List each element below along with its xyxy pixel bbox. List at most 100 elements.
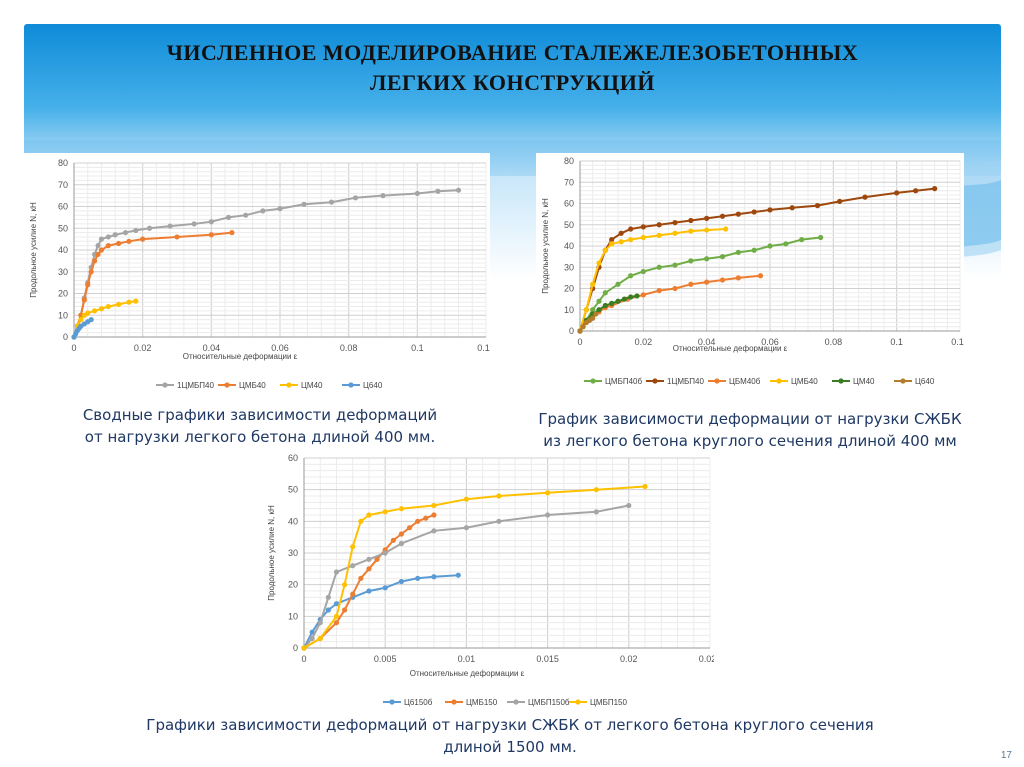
chart2-series-4-point: [704, 227, 710, 233]
chart2-legend-marker-5: [838, 378, 844, 384]
chart3-series-4-point: [350, 544, 356, 550]
chart1-series-3-point: [98, 306, 105, 312]
chart3-series-4-point: [593, 487, 599, 493]
chart3-series-4-point: [382, 509, 388, 515]
chart2-series-4-point: [590, 281, 596, 287]
chart2-series-5-point: [596, 307, 602, 313]
chart2-series-1-point: [688, 258, 694, 264]
chart3-x-tick-label: 0: [301, 654, 306, 664]
chart3-x-tick-label: 0.025: [699, 654, 714, 664]
chart1-x-tick-label: 0.02: [134, 343, 152, 353]
chart2-series-2-point: [628, 226, 634, 232]
chart3-y-axis-label: Продольное усилие N, кН: [267, 505, 276, 601]
chart3-series-3-point: [325, 594, 331, 600]
chart3-series-4-point: [463, 496, 469, 502]
chart-sjbk-1500mm: 0 0.005 0.01 0.015 0.02 0.025 0 10 20 30 40 50 60 Отн…: [262, 450, 721, 712]
chart1-series-1-point: [435, 188, 441, 194]
chart2-series-3-point: [757, 273, 764, 279]
chart3-series-2-point: [431, 512, 437, 518]
chart-sjbk-400mm-plot: 0 0.02 0.04 0.06 0.08 0.1 0.12 0 10 20 30 40 50 60 70 8…: [541, 156, 969, 386]
chart3-y-tick-label: 20: [288, 580, 298, 590]
chart1-x-axis-label: Относительные деформации ε: [183, 352, 298, 361]
chart1-series-3-point: [85, 310, 91, 316]
chart3-series-4-point: [317, 635, 323, 642]
chart2-legend-marker-1: [590, 378, 596, 384]
chart3-series-1-point: [333, 601, 340, 607]
chart1-series-2-point: [105, 243, 111, 249]
chart3-series-line-4: [303, 485, 646, 649]
title-line-2: ЛЕГКИХ КОНСТРУКЦИЙ: [369, 70, 656, 95]
chart1-x-tick-label: 0.12: [477, 343, 490, 353]
caption-left: Сводные графики зависимости деформаций о…: [40, 404, 480, 448]
chart1-series-2-point: [85, 282, 91, 288]
chart3-series-4-point: [642, 483, 648, 490]
chart2-series-2-point: [735, 211, 741, 217]
chart2-series-4-point: [583, 307, 589, 313]
chart2-series-6-point: [590, 315, 596, 321]
chart1-legend-label-3: ЦМ40: [301, 381, 323, 390]
caption-bottom: Графики зависимости деформаций от нагруз…: [120, 714, 900, 758]
chart1-legend-marker-2: [224, 382, 230, 388]
chart1-legend-label-4: Ц640: [363, 381, 383, 390]
chart3-x-tick-label: 0.01: [458, 654, 476, 664]
chart2-x-tick-label: 0: [577, 337, 582, 347]
chart1-y-tick-label: 70: [58, 180, 68, 190]
chart1-series-1-point: [260, 208, 266, 214]
chart2-legend-marker-3: [714, 378, 720, 384]
chart2-x-tick-label: 0.06: [761, 337, 779, 347]
chart3-series-3-point: [366, 556, 372, 562]
caption-right-line-2: из легкого бетона круглого сечения длино…: [543, 432, 957, 450]
chart2-series-1-point: [628, 273, 634, 279]
chart1-legend-marker-4: [348, 382, 354, 388]
chart1-y-tick-label: 50: [58, 223, 68, 233]
chart1-x-tick-label: 0.06: [271, 343, 289, 353]
chart3-series-2-point: [374, 556, 380, 562]
chart-summary-400mm-plot: 0 0.02 0.04 0.06 0.08 0.1 0.12 0 10 20 30 40 50 60 70 8…: [29, 158, 495, 390]
chart1-y-tick-label: 60: [58, 202, 68, 212]
chart1-series-1-point: [167, 223, 173, 229]
chart3-series-4-point: [342, 582, 348, 588]
chart1-series-3-point: [78, 317, 84, 323]
chart3-series-3-point: [350, 563, 356, 569]
chart2-y-axis-label: Продольное усилие N, кН: [541, 198, 550, 294]
chart3-legend-marker-4: [575, 699, 581, 705]
chart2-series-2-point: [862, 194, 868, 200]
chart2-series-2-point: [789, 205, 795, 211]
chart2-y-tick-label: 50: [564, 220, 574, 230]
chart3-series-3-point: [398, 540, 405, 547]
chart2-series-1-point: [818, 234, 824, 241]
chart3-series-2-point: [415, 518, 421, 524]
chart2-series-line-5: [579, 294, 638, 332]
chart3-legend-marker-1: [389, 699, 395, 705]
chart3-series-3-point: [309, 635, 315, 642]
chart1-y-tick-label: 30: [58, 267, 68, 277]
chart-summary-400mm: 0 0.02 0.04 0.06 0.08 0.1 0.12 0 10 20 30 40 50 60 70 8…: [24, 153, 495, 401]
chart1-series-2-point: [88, 269, 94, 275]
chart2-series-5-point: [634, 293, 640, 299]
chart2-series-4-point: [602, 247, 608, 253]
chart3-series-3-point: [317, 620, 323, 626]
chart3-x-tick-label: 0.005: [374, 654, 397, 664]
chart1-series-3-point: [116, 301, 122, 307]
chart2-x-tick-label: 0.1: [890, 337, 903, 347]
chart1-legend-marker-3: [286, 382, 292, 388]
chart2-series-6-point: [580, 324, 586, 330]
chart2-series-3-point: [735, 275, 741, 281]
chart2-series-2-point: [609, 237, 615, 243]
chart2-series-1-point: [640, 268, 646, 275]
chart2-legend-label-1: ЦМБП40б: [605, 377, 642, 386]
chart3-series-1-point: [398, 578, 405, 585]
chart2-series-5-point: [615, 298, 621, 304]
chart3-series-4-point: [358, 518, 364, 524]
chart3-series-4-point: [431, 502, 437, 509]
chart2-series-5-point: [602, 302, 608, 309]
chart1-series-1-point: [208, 219, 214, 225]
chart2-series-1-point: [602, 290, 608, 296]
chart2-legend-marker-2: [652, 378, 658, 384]
chart2-series-line-4: [579, 228, 726, 332]
chart2-series-1-point: [719, 254, 726, 260]
chart1-x-tick-label: 0.08: [340, 343, 358, 353]
chart1-series-1-point: [328, 199, 335, 205]
chart1-series-2-point: [95, 251, 101, 257]
chart2-series-4-point: [596, 260, 602, 266]
